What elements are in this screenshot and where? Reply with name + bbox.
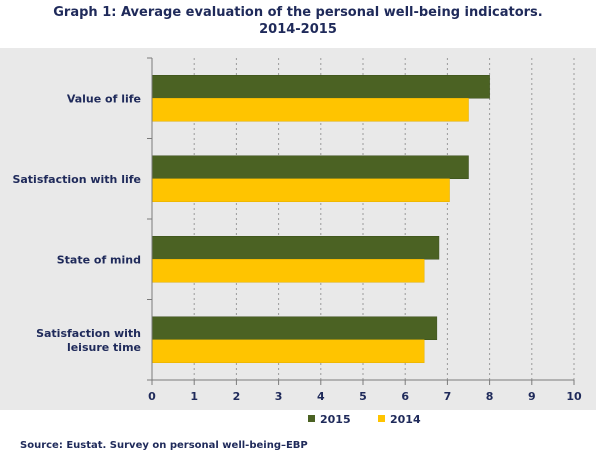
legend-swatch-2015 [308,415,315,422]
chart-title-line1: Graph 1: Average evaluation of the perso… [53,5,543,20]
category-label-line: Value of life [67,92,141,105]
bar-2014 [151,259,425,283]
x-tick-label: 8 [486,390,494,403]
category-label-line: Satisfaction with life [12,173,141,186]
legend-label-2015: 2015 [320,413,351,426]
category-label-line: Satisfaction with [36,327,141,340]
category-label-line: State of mind [57,253,141,266]
category-label: Value of life [67,92,141,105]
x-tick-label: 9 [528,390,536,403]
x-tick-label: 6 [401,390,409,403]
legend-swatch-2014 [378,415,385,422]
category-label: State of mind [57,253,141,266]
chart-title-line2: 2014-2015 [259,22,337,37]
bar-2014 [151,98,469,122]
x-tick-label: 7 [444,390,452,403]
x-tick-label: 5 [359,390,367,403]
bar-2015 [151,155,469,179]
category-label-line: leisure time [67,341,141,354]
bar-2014 [151,339,425,363]
x-tick-label: 4 [317,390,325,403]
category-label: Satisfaction with life [12,173,141,186]
legend-label-2014: 2014 [390,413,421,426]
x-tick-label: 2 [233,390,241,403]
bar-2015 [151,75,490,99]
bar-2015 [151,316,438,340]
category-label: Satisfaction with leisure time [36,327,141,354]
x-tick-label: 1 [190,390,198,403]
x-tick-label: 10 [566,390,582,403]
bar-2015 [151,236,440,260]
chart-title: Graph 1: Average evaluation of the perso… [0,4,596,38]
source-note: Source: Eustat. Survey on personal well-… [20,440,308,451]
x-tick-label: 0 [148,390,156,403]
bar-2014 [151,178,450,202]
x-tick-label: 3 [275,390,283,403]
